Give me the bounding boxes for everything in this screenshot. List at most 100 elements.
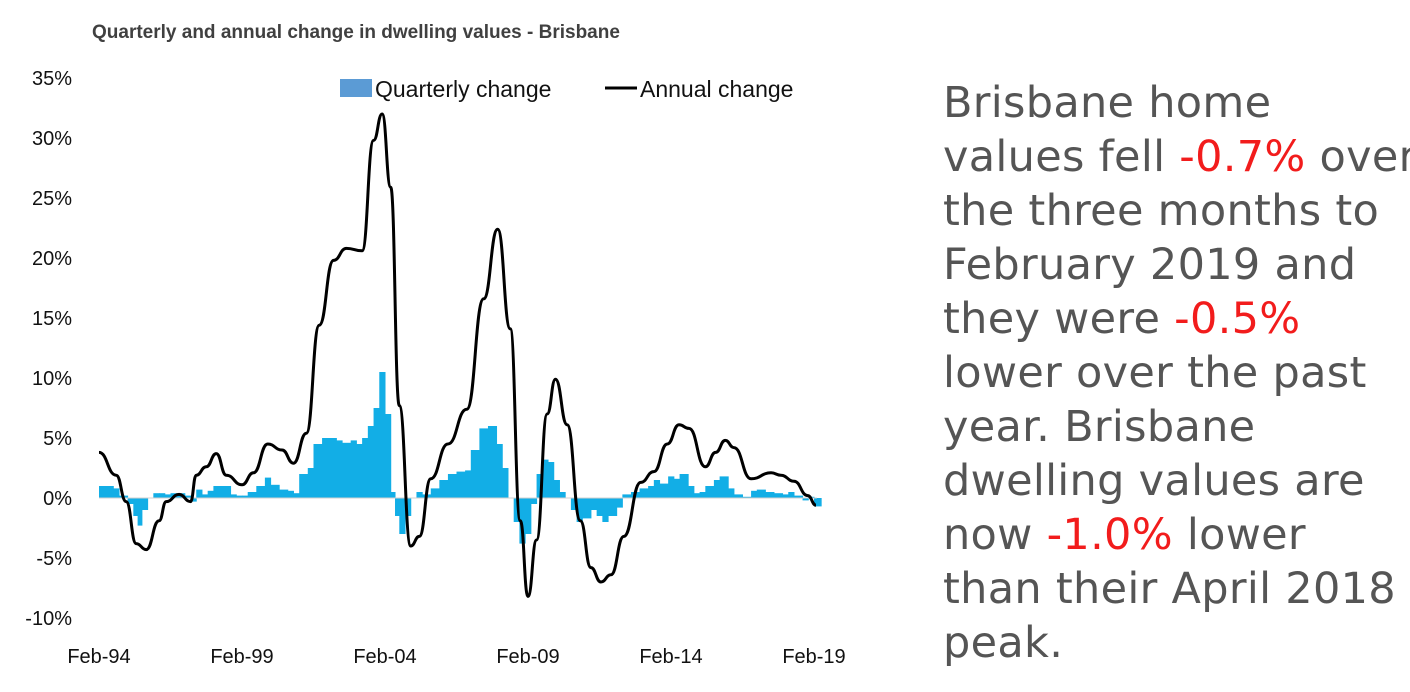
commentary-segment: they were <box>943 294 1175 344</box>
quarterly-bar <box>153 493 160 498</box>
quarterly-bar <box>159 493 166 498</box>
quarterly-bar <box>733 494 743 498</box>
y-tick-label: 25% <box>32 188 72 210</box>
quarterly-bar <box>616 498 623 508</box>
y-tick-label: 0% <box>43 488 72 510</box>
quarterly-bar <box>582 498 592 519</box>
quarterly-bar <box>456 471 466 498</box>
quarterly-bar <box>113 488 120 498</box>
quarterly-bar <box>487 426 498 498</box>
quarterly-bar <box>287 490 294 498</box>
quarterly-bar <box>525 498 532 534</box>
quarterly-bar <box>673 478 681 498</box>
quarterly-bar <box>99 486 107 498</box>
chart: 35% 30% 25% 20% 15% 10% 5% 0% -5% -10% Feb-94 Feb-9… <box>25 68 845 668</box>
quarterly-bar <box>196 489 203 498</box>
quarterly-bar <box>542 459 549 498</box>
quarterly-bar <box>256 486 266 498</box>
quarterly-bar <box>793 495 804 498</box>
quarterly-bar <box>367 426 375 498</box>
quarterly-bar <box>765 492 775 498</box>
quarterly-bar <box>356 444 363 498</box>
quarterly-bar <box>307 468 314 498</box>
commentary-text: Brisbane home values fell -0.7% over the t… <box>943 76 1410 670</box>
quarterly-bar <box>416 492 423 498</box>
x-tick-label: Feb-04 <box>353 646 416 668</box>
commentary-line: dwelling values are <box>943 454 1410 508</box>
quarterly-bar <box>219 486 226 498</box>
highlight-figure: -0.7% <box>1179 132 1306 182</box>
quarterly-bar <box>399 498 406 534</box>
quarterly-bar <box>213 486 220 498</box>
commentary-line: lower over the past <box>943 346 1410 400</box>
quarterly-bar <box>430 488 440 498</box>
quarterly-bar <box>570 498 578 510</box>
quarterly-bar <box>596 498 603 516</box>
x-tick-label: Feb-19 <box>782 646 845 668</box>
y-tick-label: 30% <box>32 128 72 150</box>
commentary-segment: values fell <box>943 132 1180 182</box>
quarterly-bar <box>679 474 689 498</box>
quarterly-bar <box>756 489 766 498</box>
quarterly-bar <box>350 440 357 498</box>
quarterly-bar <box>553 480 560 498</box>
quarterly-bar <box>465 470 472 498</box>
quarterly-bar <box>127 498 134 504</box>
quarterly-bar <box>342 442 352 498</box>
quarterly-bar <box>439 480 449 498</box>
quarterly-bar <box>164 494 171 498</box>
commentary-line: than their April 2018 <box>943 562 1410 616</box>
quarterly-bar <box>470 450 480 498</box>
quarterly-bar <box>530 498 538 504</box>
commentary-segment: dwelling values are <box>943 456 1365 506</box>
legend-label-annual: Annual change <box>640 76 793 102</box>
legend-label-quarterly: Quarterly change <box>375 76 551 102</box>
quarterly-bar <box>379 372 386 498</box>
quarterly-bar <box>293 493 300 498</box>
quarterly-bar <box>230 494 237 498</box>
quarterly-bar <box>519 498 526 544</box>
quarterly-bar <box>362 438 369 498</box>
quarterly-bar <box>693 493 701 498</box>
quarterly-bar <box>713 480 721 498</box>
quarterly-bar <box>207 490 214 498</box>
quarterly-bar <box>242 495 249 498</box>
quarterly-bar <box>802 498 809 501</box>
annual-change-line <box>98 112 817 598</box>
commentary-line: Brisbane home <box>943 76 1410 130</box>
quarterly-bar <box>590 498 598 510</box>
quarterly-bar <box>224 486 232 498</box>
quarterly-bar <box>190 498 197 502</box>
quarterly-bar <box>395 498 400 516</box>
quarterly-bar <box>536 474 543 498</box>
quarterly-bar <box>782 494 789 498</box>
quarterly-bar <box>313 444 323 498</box>
y-tick-label: -10% <box>25 608 72 630</box>
commentary-line: they were -0.5% <box>943 292 1410 346</box>
commentary-segment: than their April 2018 <box>943 564 1396 614</box>
quarterly-bar <box>814 498 822 507</box>
commentary-line: values fell -0.7% over <box>943 130 1410 184</box>
quarterly-bar <box>141 498 149 510</box>
quarterly-bar <box>106 486 114 498</box>
quarterly-bar <box>385 414 392 498</box>
quarterly-bar <box>496 444 503 498</box>
quarterly-bar <box>576 498 583 522</box>
quarterly-bar <box>742 496 752 498</box>
commentary-segment: the three months to <box>943 186 1380 236</box>
quarterly-bar <box>373 408 380 498</box>
y-tick-label: 20% <box>32 248 72 270</box>
quarterly-bar <box>688 486 695 498</box>
quarterly-bar <box>773 493 784 498</box>
quarterly-bar <box>405 498 412 516</box>
x-tick-label: Feb-94 <box>67 646 130 668</box>
commentary-segment: peak. <box>943 618 1064 668</box>
quarterly-bar <box>659 483 669 498</box>
commentary-line: peak. <box>943 616 1410 670</box>
quarterly-bar <box>502 468 509 498</box>
x-tick-label: Feb-09 <box>496 646 559 668</box>
quarterly-bar <box>719 476 729 498</box>
quarterly-bar <box>479 428 489 498</box>
quarterly-bar <box>264 477 272 498</box>
